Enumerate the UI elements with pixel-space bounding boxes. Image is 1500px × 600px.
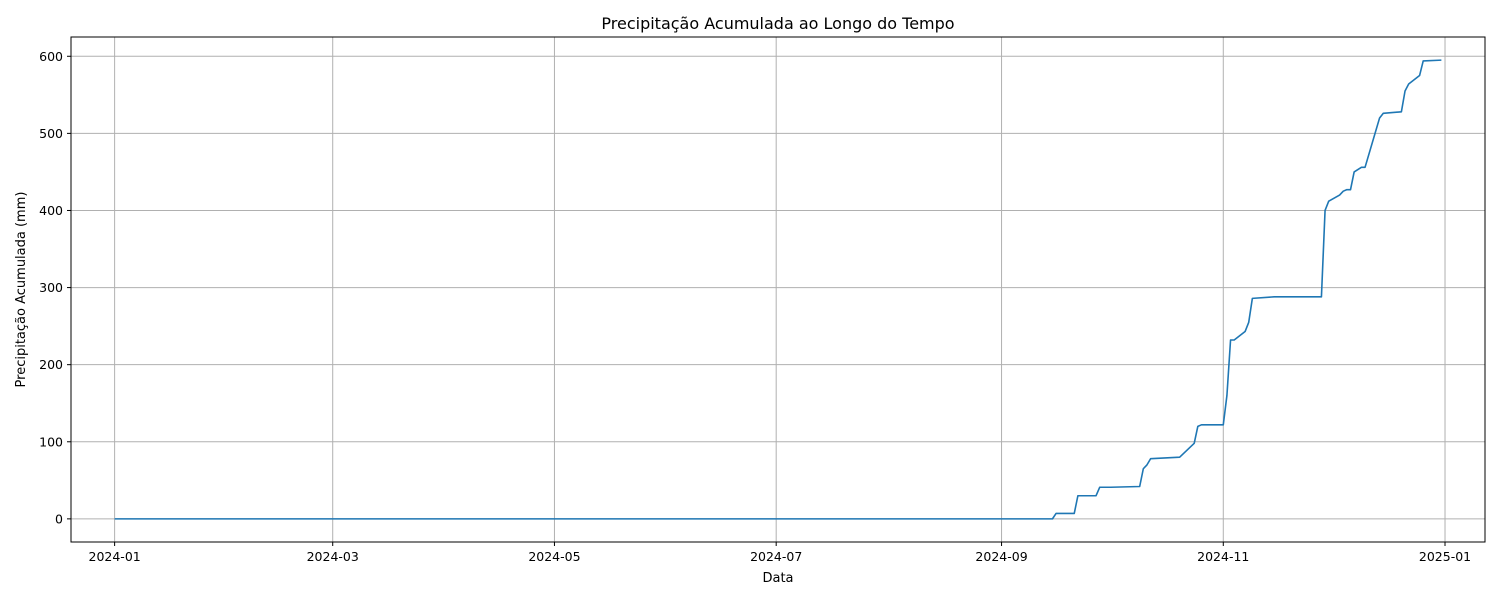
x-tick-label: 2024-01 bbox=[89, 549, 141, 564]
x-tick-label: 2024-03 bbox=[307, 549, 359, 564]
x-tick-label: 2024-07 bbox=[750, 549, 802, 564]
y-axis-label: Precipitação Acumulada (mm) bbox=[14, 192, 29, 388]
x-tick-label: 2024-09 bbox=[975, 549, 1027, 564]
y-tick-label: 300 bbox=[39, 280, 63, 295]
x-tick-label: 2024-11 bbox=[1197, 549, 1249, 564]
y-axis: 0 100 200 300 400 500 600 bbox=[39, 49, 71, 526]
y-tick-label: 100 bbox=[39, 434, 63, 449]
x-axis-label: Data bbox=[762, 571, 793, 586]
y-tick-label: 0 bbox=[55, 511, 63, 526]
x-axis: 2024-01 2024-03 2024-05 2024-07 2024-09 2024-… bbox=[89, 542, 1471, 564]
plot-frame bbox=[70, 36, 1486, 543]
series-layer bbox=[114, 59, 1442, 520]
x-tick-label: 2024-05 bbox=[528, 549, 580, 564]
chart-title: Precipitação Acumulada ao Longo do Tempo bbox=[601, 14, 954, 33]
y-tick-label: 400 bbox=[39, 203, 63, 218]
y-tick-label: 600 bbox=[39, 49, 63, 64]
y-tick-label: 200 bbox=[39, 357, 63, 372]
series-line bbox=[114, 59, 1442, 520]
grid-layer bbox=[71, 37, 1485, 542]
x-tick-label: 2025-01 bbox=[1419, 549, 1471, 564]
y-tick-label: 500 bbox=[39, 126, 63, 141]
